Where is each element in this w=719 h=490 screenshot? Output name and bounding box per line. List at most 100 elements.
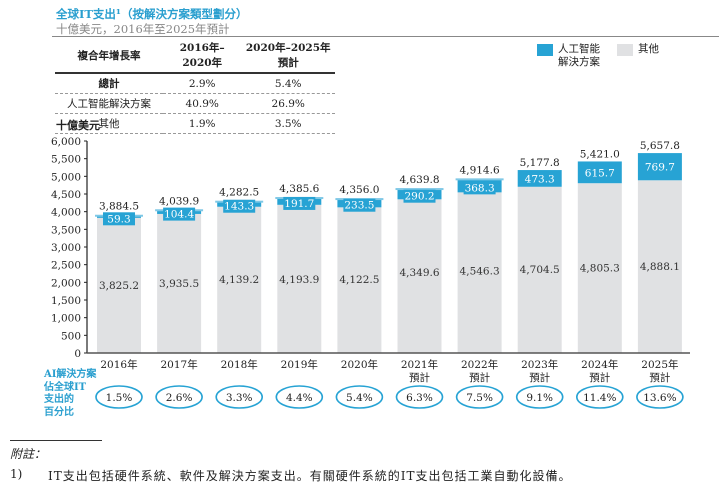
ai-share-value: 1.5% (106, 392, 133, 404)
x-tick-label: 2025年 (641, 358, 678, 371)
bar-other (457, 192, 502, 353)
legend-label-ai-line2: 解決方案 (558, 56, 600, 68)
cagr-header: 2016年–2020年 (163, 38, 242, 74)
ai-share-value: 4.4% (286, 392, 313, 404)
ai-share-value: 3.3% (226, 392, 253, 404)
bar-ai-label: 143.3 (224, 201, 254, 213)
ai-share-oval (95, 385, 143, 409)
cagr-cell: 2.9% (163, 73, 242, 94)
bar-total-label: 5,421.0 (580, 148, 620, 160)
ai-share-oval (335, 385, 384, 409)
y-tick-label: 5,000 (51, 171, 81, 183)
y-tick-label: 4,500 (51, 189, 81, 201)
bar-other (157, 213, 202, 353)
ai-share-value: 11.4% (583, 392, 616, 404)
bar-total-label: 4,639.8 (399, 174, 439, 186)
cagr-row-ai: 人工智能解決方案 40.9% 26.9% (55, 93, 335, 114)
bar-ai-label-box (463, 181, 496, 195)
bar-ai-label-box (403, 189, 436, 203)
ai-share-label: AI解決方案 佔全球IT 支出的 百分比 (44, 369, 96, 419)
y-tick-label: 0 (74, 348, 81, 360)
x-tick-label: 2022年 (461, 358, 498, 371)
bar-ai-label: 769.7 (645, 162, 675, 174)
bar-ai-label: 191.7 (284, 198, 314, 210)
cagr-header: 2020年–2025年預計 (241, 38, 335, 74)
header-divider (52, 36, 719, 37)
bar-ai-label-box (343, 198, 376, 212)
ai-share-oval (155, 385, 203, 409)
bar-total-label: 4,914.6 (460, 164, 500, 176)
x-tick-label: 2023年 (521, 358, 558, 371)
notes-title: 附註： (10, 447, 47, 461)
bar-ai-label: 368.3 (465, 182, 495, 194)
bar-other (397, 199, 442, 353)
ai-share-value: 9.1% (526, 392, 553, 404)
chart-subtitle: 十億美元，2016年至2025年預計 (56, 22, 230, 36)
bar-ai-label-box (163, 207, 196, 221)
cagr-cell: 人工智能解決方案 (55, 93, 163, 114)
x-tick-label: 2024年 (581, 358, 618, 371)
ai-share-oval (275, 385, 324, 409)
x-tick-label: 預計 (649, 371, 670, 384)
cagr-table: 複合年增長率 2016年–2020年 2020年–2025年預計 總計 2.9%… (55, 38, 335, 134)
bar-other (337, 207, 382, 353)
y-tick-label: 5,500 (51, 154, 81, 166)
cagr-row-other: 其他 1.9% 3.5% (55, 113, 335, 134)
note-text: IT支出包括硬件系統、軟件及解決方案支出。有關硬件系統的IT支出包括工業自動化設… (48, 469, 572, 483)
ai-share-label-line: 支出的 (44, 394, 74, 405)
bar-other (637, 180, 682, 353)
bar-other (577, 183, 622, 353)
bar-other (217, 206, 262, 353)
bar-total-label: 4,039.9 (159, 195, 199, 207)
bar-other-label: 4,193.9 (279, 274, 319, 286)
bar-ai-label-box (103, 212, 135, 226)
bar-other-label: 4,888.1 (640, 261, 680, 273)
x-tick-label: 2016年 (100, 358, 137, 371)
cagr-header: 複合年增長率 (55, 38, 163, 74)
bar-total-label: 4,282.5 (219, 187, 259, 199)
cagr-cell: 40.9% (163, 93, 242, 114)
y-tick-label: 500 (61, 330, 81, 342)
bar-other-label: 4,546.3 (460, 266, 500, 278)
ai-share-value: 7.5% (466, 392, 493, 404)
bar-ai-line (455, 178, 504, 181)
notes-divider (10, 440, 102, 441)
note-number: 1) (10, 467, 23, 481)
ai-share-oval (636, 385, 684, 409)
bar-ai-label: 615.7 (585, 167, 615, 179)
bar-other-label: 4,704.5 (520, 264, 560, 276)
x-tick-label: 2021年 (401, 358, 438, 371)
y-tick-label: 1,000 (51, 313, 81, 325)
bar-total-label: 5,657.8 (640, 140, 680, 152)
ai-share-value: 13.6% (643, 392, 676, 404)
ai-share-value: 6.3% (406, 392, 433, 404)
bar-ai-line (395, 188, 444, 191)
y-tick-label: 1,500 (51, 295, 81, 307)
bar-ai-label: 59.3 (107, 213, 130, 225)
y-tick-label: 6,000 (51, 136, 81, 148)
bar-ai (517, 170, 562, 187)
cagr-cell: 5.4% (241, 73, 335, 94)
ai-share-label-line: 佔全球IT (44, 381, 87, 393)
bar-ai-label-box (223, 199, 256, 213)
cagr-cell: 26.9% (241, 93, 335, 114)
x-tick-label: 2019年 (281, 358, 318, 371)
ai-share-oval (395, 385, 444, 409)
bar-other-label: 4,349.6 (399, 267, 439, 279)
ai-share-oval (215, 385, 263, 409)
ai-share-value: 5.4% (346, 392, 373, 404)
legend-swatch-ai (537, 44, 553, 56)
bar-ai-label: 290.2 (404, 191, 434, 203)
y-tick-label: 3,500 (51, 224, 81, 236)
y-axis-unit: 十億美元 (56, 119, 100, 132)
x-tick-label: 2018年 (221, 358, 258, 371)
cagr-cell: 1.9% (163, 113, 242, 134)
x-tick-label: 2020年 (341, 358, 378, 371)
cagr-row-total: 總計 2.9% 5.4% (55, 73, 335, 94)
x-tick-label: 2017年 (160, 358, 197, 371)
x-tick-label: 預計 (469, 371, 490, 384)
y-tick-label: 3,000 (51, 242, 81, 254)
cagr-cell: 3.5% (241, 113, 335, 134)
bar-total-label: 5,177.8 (520, 157, 560, 169)
